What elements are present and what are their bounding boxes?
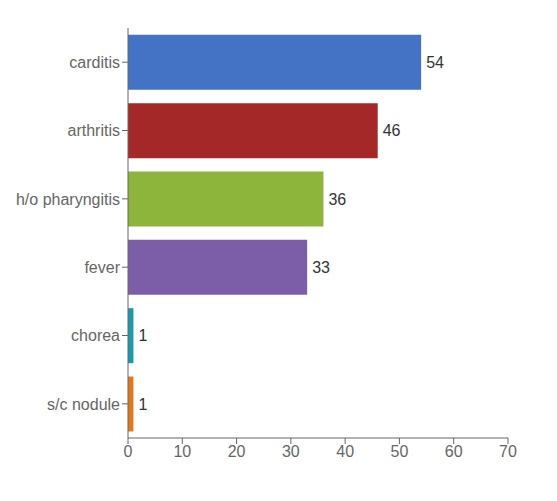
svg-text:10: 10: [173, 443, 191, 460]
svg-text:h/o pharyngitis: h/o pharyngitis: [16, 191, 120, 208]
svg-text:33: 33: [312, 259, 330, 276]
svg-text:30: 30: [282, 443, 300, 460]
svg-text:1: 1: [138, 327, 147, 344]
svg-text:chorea: chorea: [71, 327, 120, 344]
svg-text:fever: fever: [84, 259, 120, 276]
svg-text:1: 1: [138, 396, 147, 413]
svg-text:54: 54: [426, 54, 444, 71]
svg-text:40: 40: [336, 443, 354, 460]
svg-text:70: 70: [499, 443, 517, 460]
svg-text:arthritis: arthritis: [68, 122, 120, 139]
svg-text:36: 36: [328, 191, 346, 208]
svg-text:carditis: carditis: [69, 54, 120, 71]
svg-text:50: 50: [391, 443, 409, 460]
svg-text:s/c nodule: s/c nodule: [47, 396, 120, 413]
svg-text:46: 46: [383, 122, 401, 139]
svg-text:20: 20: [228, 443, 246, 460]
svg-text:0: 0: [124, 443, 133, 460]
svg-text:60: 60: [445, 443, 463, 460]
